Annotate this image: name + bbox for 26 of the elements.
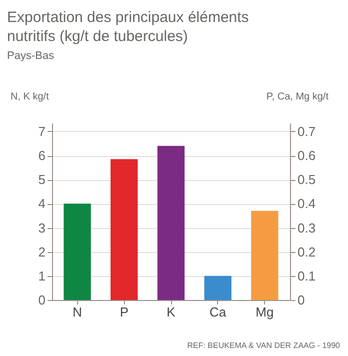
y-tick-label: 5 xyxy=(38,172,46,188)
chart-subtitle: Pays-Bas xyxy=(7,50,55,62)
y-tick-label: 2 xyxy=(38,244,46,260)
text: REF: BEUKEMA & VAN DER ZAAG - 1990 xyxy=(187,341,341,350)
y2-axis-title: P, Ca, Mg kg/t xyxy=(266,92,329,102)
x-tick-label: Mg xyxy=(256,304,274,320)
y2-tick-label: 0.2 xyxy=(298,244,316,260)
y2-tick-label: 0.4 xyxy=(298,196,316,212)
y-tick-label: 1 xyxy=(38,268,46,284)
y-tick-label: 0 xyxy=(38,292,46,308)
y-tick-label: 4 xyxy=(38,196,46,212)
chart-title: Exportation des principaux éléments nutritifs (kg/t de tubercules) xyxy=(7,9,249,45)
y-axis-title: N, K kg/t xyxy=(10,92,50,102)
y2-tick-label: 0.5 xyxy=(298,172,316,188)
y2-tick-label: 0.6 xyxy=(298,148,316,164)
y-tick-label: 6 xyxy=(38,148,46,164)
y2-tick-label: 0 xyxy=(298,292,305,308)
y-tick-label: 7 xyxy=(38,124,46,139)
x-tick-label: N xyxy=(72,304,82,320)
x-tick-label: Ca xyxy=(210,304,227,320)
x-tick-label: P xyxy=(120,304,128,320)
y2-tick-label: 0.1 xyxy=(298,268,316,284)
y2-tick-label: 0.7 xyxy=(298,124,316,139)
y2-tick-label: 0.3 xyxy=(298,220,316,236)
x-tick-label: K xyxy=(166,304,176,320)
y-tick-label: 3 xyxy=(38,220,46,236)
